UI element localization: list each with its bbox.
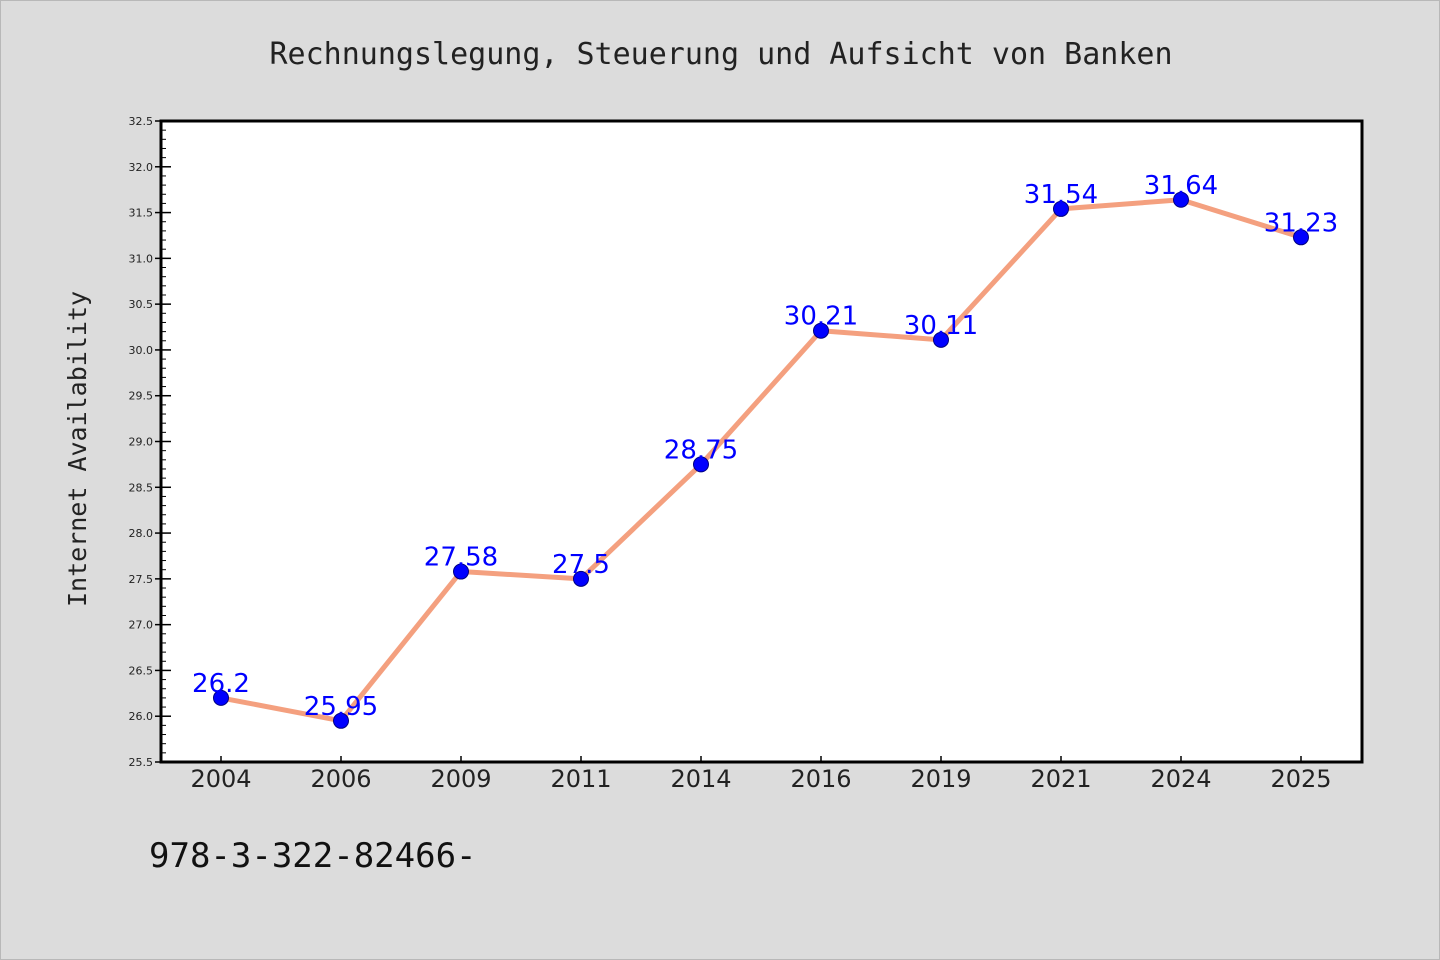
y-tick-label: 28.5 (129, 481, 154, 494)
data-labels: 26.2 25.95 27.58 27.5 28.75 30.21 30.11 31.54 31… (192, 171, 1338, 722)
y-axis-ticks: 25.5 26.0 26.5 27.0 27.5 28.0 28.5 29.0 29.5 30.0… (129, 115, 171, 769)
data-label: 31.54 (1024, 180, 1098, 210)
plot-area (161, 121, 1362, 762)
series-markers (213, 191, 1309, 729)
data-point (1173, 191, 1189, 208)
y-tick-label: 30.0 (129, 344, 154, 357)
data-label: 30.11 (904, 311, 978, 341)
y-tick-label: 29.5 (129, 390, 154, 403)
data-point (1293, 229, 1309, 246)
footer-isbn: 978-3-322-82466- (149, 836, 477, 876)
data-point (333, 712, 349, 729)
data-point (573, 570, 589, 587)
x-tick-label: 2006 (310, 765, 371, 793)
x-tick-label: 2009 (430, 765, 491, 793)
y-tick-label: 26.5 (129, 664, 154, 677)
y-axis-label: Internet Availability (63, 291, 92, 607)
y-tick-label: 27.0 (129, 619, 154, 632)
plot-frame (159, 119, 1364, 764)
y-tick-label: 26.0 (129, 710, 154, 723)
data-label: 28.75 (664, 435, 738, 465)
data-label: 27.58 (424, 543, 498, 573)
x-axis-ticks: 2004 2006 2009 2011 2014 2016 2019 2021 2024 2025 (190, 756, 1332, 793)
x-tick-label: 2014 (670, 765, 731, 793)
x-tick-label: 2016 (790, 765, 851, 793)
y-tick-label: 28.0 (129, 527, 154, 540)
x-tick-label: 2021 (1030, 765, 1091, 793)
chart-title: Rechnungslegung, Steuerung und Aufsicht … (269, 37, 1172, 72)
data-point (453, 563, 469, 580)
data-point (213, 689, 229, 706)
data-point (813, 322, 829, 339)
data-label: 26.2 (192, 669, 250, 699)
y-tick-label: 31.5 (129, 207, 154, 220)
y-tick-label: 32.5 (129, 115, 154, 128)
data-label: 25.95 (304, 692, 378, 722)
y-tick-label: 29.0 (129, 436, 154, 449)
series-line (220, 197, 1302, 724)
data-label: 31.23 (1264, 208, 1338, 238)
x-tick-label: 2011 (550, 765, 611, 793)
x-tick-label: 2025 (1270, 765, 1331, 793)
y-tick-label: 25.5 (129, 756, 154, 769)
x-tick-label: 2004 (190, 765, 251, 793)
y-tick-label: 30.5 (129, 298, 154, 311)
data-point (1053, 200, 1069, 217)
y-tick-label: 32.0 (129, 161, 154, 174)
x-tick-label: 2019 (910, 765, 971, 793)
data-label: 31.64 (1144, 171, 1218, 201)
y-tick-label: 27.5 (129, 573, 154, 586)
data-label: 30.21 (784, 302, 858, 332)
x-tick-label: 2024 (1150, 765, 1211, 793)
y-tick-label: 31.0 (129, 252, 154, 265)
data-label: 27.5 (552, 550, 610, 580)
data-point (693, 456, 709, 473)
data-point (933, 331, 949, 348)
